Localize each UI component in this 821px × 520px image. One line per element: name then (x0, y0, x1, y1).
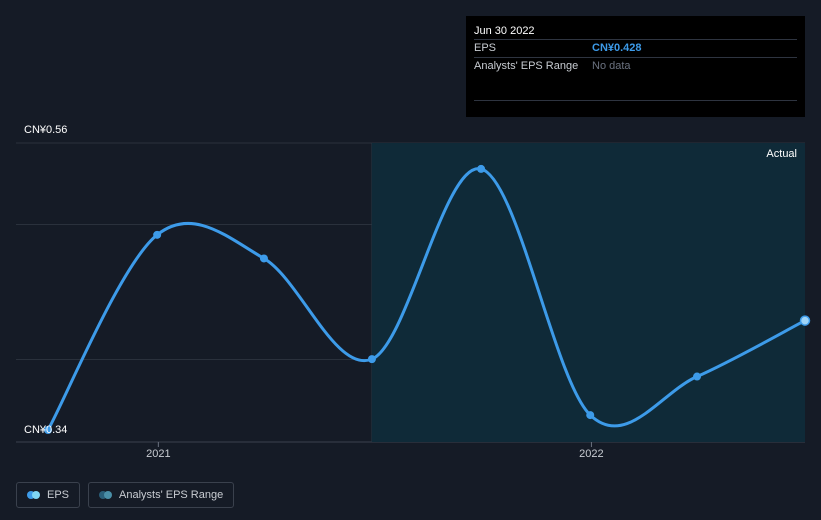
legend-label-eps-range: Analysts' EPS Range (119, 489, 224, 501)
tooltip-eps-value: CN¥0.428 (592, 42, 642, 54)
eps-data-point[interactable] (477, 164, 486, 173)
eps-data-point[interactable] (799, 315, 811, 326)
eps-data-point[interactable] (44, 426, 52, 434)
eps-data-point[interactable] (259, 254, 268, 263)
eps-range-legend-icon (99, 491, 113, 499)
actual-region-label: Actual (766, 148, 797, 160)
eps-data-point[interactable] (693, 372, 702, 381)
tooltip-divider (474, 100, 797, 101)
eps-series-points (44, 164, 811, 434)
chart-legend: EPS Analysts' EPS Range (16, 482, 235, 508)
tooltip-range-row: Analysts' EPS Range No data (474, 57, 797, 75)
eps-legend-icon (27, 491, 41, 499)
legend-item-eps-range[interactable]: Analysts' EPS Range (88, 482, 235, 508)
actual-region-shade (371, 143, 805, 442)
chart-tooltip: Jun 30 2022 EPS CN¥0.428 Analysts' EPS R… (466, 16, 805, 117)
eps-data-point[interactable] (153, 230, 162, 239)
eps-data-point[interactable] (367, 355, 376, 364)
tooltip-date: Jun 30 2022 (474, 25, 535, 37)
x-tick-label-2022: 2022 (579, 448, 604, 460)
legend-item-eps[interactable]: EPS (16, 482, 81, 508)
x-axis-ticks (157, 442, 592, 447)
x-tick-label-2021: 2021 (146, 448, 171, 460)
y-tick-label-top: CN¥0.56 (24, 124, 68, 136)
eps-data-point[interactable] (586, 411, 595, 420)
tooltip-range-value: No data (592, 60, 631, 72)
tooltip-eps-label: EPS (474, 42, 497, 54)
legend-label-eps: EPS (47, 489, 70, 501)
tooltip-range-label: Analysts' EPS Range (474, 60, 579, 72)
tooltip-eps-row: EPS CN¥0.428 (474, 39, 797, 57)
y-tick-label-bottom: CN¥0.34 (24, 424, 68, 436)
